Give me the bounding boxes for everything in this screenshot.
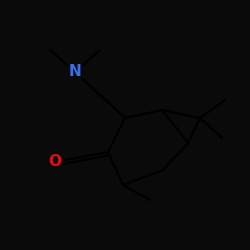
Text: O: O	[48, 154, 62, 170]
Circle shape	[46, 153, 64, 171]
Circle shape	[66, 63, 84, 81]
Text: N: N	[68, 64, 82, 80]
